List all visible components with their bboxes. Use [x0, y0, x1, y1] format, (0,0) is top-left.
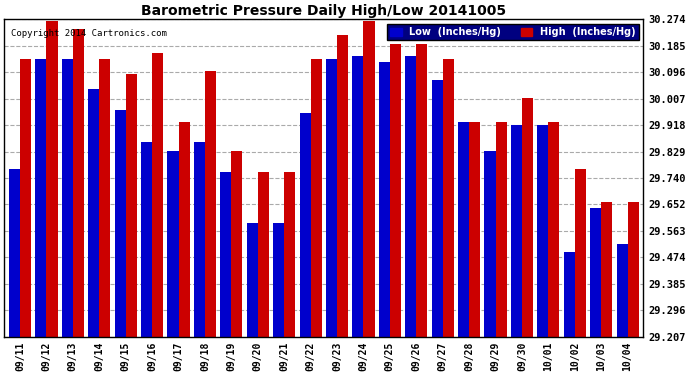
Bar: [20, 59, 31, 337]
Bar: [46, 21, 57, 337]
Bar: [495, 122, 506, 337]
Bar: [179, 122, 190, 337]
Bar: [205, 71, 216, 337]
Bar: [564, 252, 575, 337]
Bar: [628, 202, 639, 337]
Bar: [416, 44, 427, 337]
Bar: [299, 113, 310, 337]
Bar: [168, 152, 179, 337]
Bar: [258, 172, 269, 337]
Bar: [443, 59, 454, 337]
Bar: [73, 30, 84, 337]
Bar: [247, 223, 258, 337]
Bar: [364, 21, 375, 337]
Bar: [617, 243, 628, 337]
Bar: [469, 122, 480, 337]
Bar: [379, 62, 390, 337]
Bar: [326, 59, 337, 337]
Bar: [484, 152, 495, 337]
Bar: [601, 202, 612, 337]
Bar: [141, 142, 152, 337]
Bar: [152, 53, 164, 337]
Bar: [88, 89, 99, 337]
Bar: [9, 169, 20, 337]
Bar: [511, 124, 522, 337]
Bar: [522, 98, 533, 337]
Bar: [432, 80, 443, 337]
Bar: [231, 152, 242, 337]
Title: Barometric Pressure Daily High/Low 20141005: Barometric Pressure Daily High/Low 20141…: [141, 4, 506, 18]
Bar: [220, 172, 231, 337]
Bar: [538, 124, 549, 337]
Bar: [337, 35, 348, 337]
Bar: [458, 122, 469, 337]
Bar: [194, 142, 205, 337]
Legend: Low  (Inches/Hg), High  (Inches/Hg): Low (Inches/Hg), High (Inches/Hg): [387, 24, 639, 40]
Bar: [353, 56, 364, 337]
Bar: [126, 74, 137, 337]
Bar: [590, 208, 601, 337]
Bar: [284, 172, 295, 337]
Bar: [115, 110, 126, 337]
Text: Copyright 2014 Cartronics.com: Copyright 2014 Cartronics.com: [10, 29, 166, 38]
Bar: [549, 122, 560, 337]
Bar: [99, 59, 110, 337]
Bar: [35, 59, 46, 337]
Bar: [390, 44, 401, 337]
Bar: [273, 223, 284, 337]
Bar: [62, 59, 73, 337]
Bar: [310, 59, 322, 337]
Bar: [575, 169, 586, 337]
Bar: [405, 56, 416, 337]
